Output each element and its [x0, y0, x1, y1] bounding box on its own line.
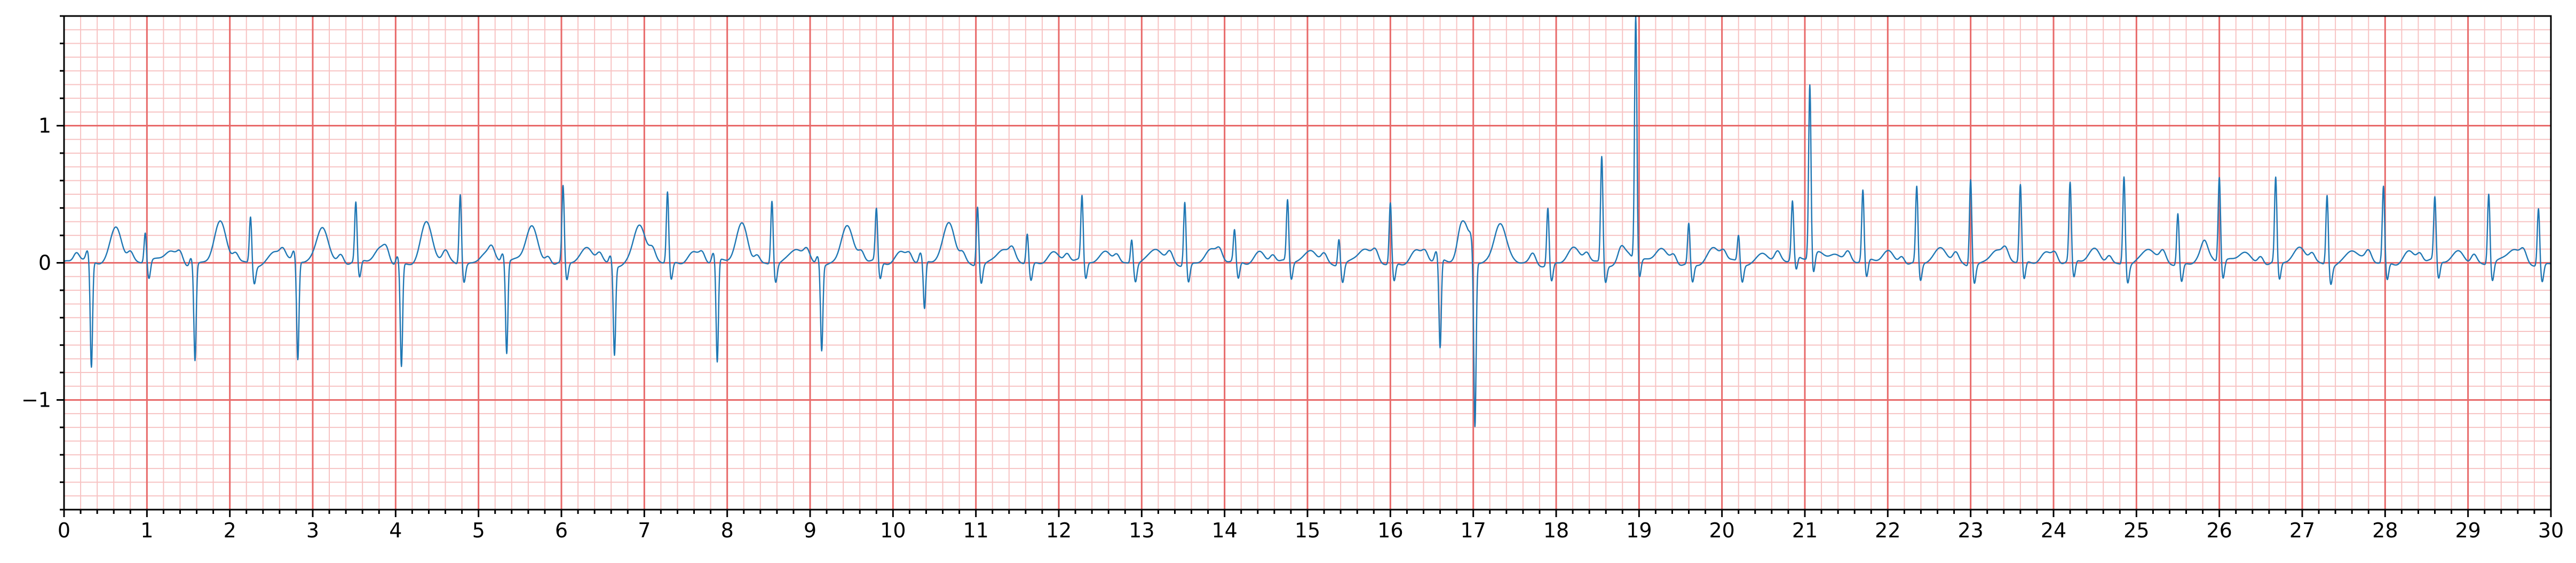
x-tick-label: 12	[1046, 519, 1072, 542]
major-grid	[63, 16, 2552, 510]
y-tick-label: 1	[38, 114, 51, 138]
x-tick-label: 29	[2455, 519, 2480, 542]
x-tick-label: 6	[555, 519, 568, 542]
x-tick-label: 28	[2372, 519, 2398, 542]
y-tick-labels: −1 0 1	[21, 114, 51, 412]
x-tick-label: 8	[721, 519, 734, 542]
axis-ticks	[57, 15, 2552, 517]
ecg-line	[64, 15, 2551, 427]
x-tick-label: 23	[1957, 519, 1983, 542]
x-tick-label: 18	[1543, 519, 1569, 542]
x-tick-label: 17	[1460, 519, 1486, 542]
x-tick-label: 25	[2123, 519, 2149, 542]
x-tick-label: 24	[2041, 519, 2066, 542]
y-tick-label: 0	[38, 251, 51, 275]
x-tick-label: 26	[2206, 519, 2232, 542]
x-tick-label: 19	[1626, 519, 1652, 542]
x-tick-label: 5	[472, 519, 485, 542]
x-tick-label: 27	[2289, 519, 2315, 542]
x-tick-label: 14	[1211, 519, 1237, 542]
x-tick-label: 7	[638, 519, 651, 542]
x-tick-labels: 0 1 2 3 4 5 6 7 8 9 10 11 12 13 14 15 16 17 18 19 20 21 22 23 24…	[58, 519, 2564, 542]
x-tick-label: 0	[58, 519, 70, 542]
x-tick-label: 4	[389, 519, 402, 542]
series-layer	[64, 15, 2551, 427]
y-tick-label: −1	[21, 388, 51, 411]
x-tick-label: 3	[306, 519, 319, 542]
x-tick-label: 15	[1295, 519, 1320, 542]
x-tick-label: 1	[140, 519, 153, 542]
x-tick-label: 30	[2538, 519, 2564, 542]
x-tick-label: 22	[1875, 519, 1900, 542]
x-tick-label: 16	[1377, 519, 1403, 542]
plot-frame	[63, 15, 2552, 511]
x-tick-label: 21	[1792, 519, 1818, 542]
x-tick-label: 2	[224, 519, 236, 542]
x-tick-label: 20	[1709, 519, 1734, 542]
x-tick-label: 13	[1129, 519, 1154, 542]
x-tick-label: 10	[880, 519, 906, 542]
x-tick-label: 9	[804, 519, 817, 542]
x-tick-label: 11	[963, 519, 988, 542]
